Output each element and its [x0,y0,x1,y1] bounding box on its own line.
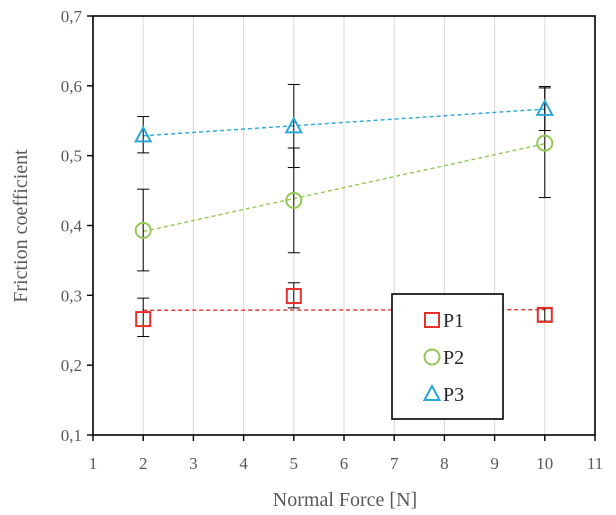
data-point-P1 [536,306,553,323]
x-tick-label: 2 [139,454,148,473]
legend-label-P3: P3 [443,384,464,406]
legend-marker-P2 [423,348,441,366]
data-markers [134,98,554,328]
data-point-P3 [535,98,554,116]
y-tick-label: 0,5 [61,147,82,166]
x-tick-label: 5 [290,454,299,473]
x-tick-label: 10 [536,454,553,473]
data-point-P1 [135,311,152,328]
x-axis-title: Normal Force [N] [273,489,417,511]
x-tick-label: 3 [189,454,198,473]
legend-label-P1: P1 [443,310,464,332]
x-tick-label: 8 [440,454,449,473]
legend-box [391,293,504,420]
y-tick-labels: 0,1 0,2 0,3 0,4 0,5 0,6 0,7 [61,7,83,445]
y-tick-label: 0,6 [61,77,82,96]
data-point-P2 [285,191,303,209]
axis-ticks [87,15,596,441]
legend-marker-P1 [424,312,440,328]
x-tick-label: 11 [587,454,603,473]
trendlines [143,108,545,312]
data-point-P3 [134,125,153,143]
x-tick-label: 7 [390,454,399,473]
data-point-P1 [285,288,302,305]
data-point-P2 [536,134,554,152]
trendline-P1 [143,308,545,312]
x-tick-label: 9 [490,454,499,473]
y-axis-title: Friction coefficient [10,149,32,303]
y-tick-label: 0,3 [61,286,82,305]
trendline-P2 [143,143,545,233]
x-tick-labels: 1 2 3 4 5 6 7 8 9 10 11 [89,454,603,473]
y-tick-label: 0,7 [61,7,83,26]
data-point-P3 [284,116,303,134]
y-tick-label: 0,2 [61,356,82,375]
x-tick-label: 1 [89,454,98,473]
legend-label-P2: P2 [443,347,464,369]
y-tick-label: 0,1 [61,426,82,445]
x-tick-label: 6 [340,454,349,473]
legend-marker-P3 [422,383,442,401]
x-tick-label: 4 [239,454,248,473]
data-point-P2 [134,221,152,239]
legend: P1 P2 P3 [391,293,504,420]
y-tick-label: 0,4 [61,217,83,236]
